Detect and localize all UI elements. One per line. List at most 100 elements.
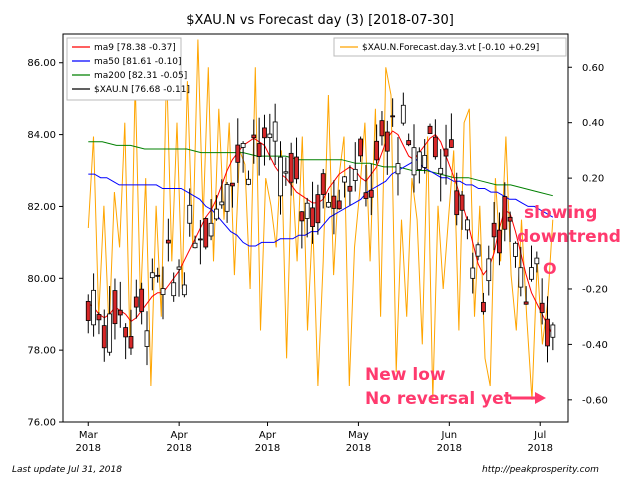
candle-body [192, 242, 198, 249]
forecast-layer [87, 39, 554, 400]
candle-body [165, 239, 171, 244]
candle-body [539, 302, 545, 313]
candle-body [224, 184, 230, 212]
y-left-tick-label: 84.00 [27, 130, 56, 141]
candle-body [267, 133, 273, 138]
legend-right: $XAU.N.Forecast.day.3.vt [-0.10 +0.29] [333, 37, 567, 57]
annotation-slowing: slowing [524, 203, 597, 223]
footer-source-url: http://peakprosperity.com [482, 465, 599, 475]
y-right-tick-label: 0.60 [582, 63, 604, 74]
candle-body [502, 196, 508, 230]
candle-body [400, 104, 406, 124]
candle-body [454, 190, 460, 216]
legend-label: $XAU.N.Forecast.day.3.vt [-0.10 +0.29] [362, 43, 539, 53]
candle-body [529, 267, 534, 280]
candle-body [149, 272, 155, 279]
candle-body [240, 143, 246, 148]
candle-body [550, 324, 556, 338]
candle-body [203, 218, 209, 248]
candle-body [459, 194, 465, 211]
ma9-line [88, 130, 554, 337]
candle-body [395, 163, 401, 175]
axes-layer: 76.00 78.00 80.00 82.00 84.00 86.00 -0.60 -0.40… [27, 58, 608, 454]
candle-body [128, 335, 134, 349]
legend-left: ma9 [78.38 -0.37] ma50 [81.61 -0.10] ma200… [66, 37, 190, 101]
candle-body [123, 327, 129, 338]
x-tick-month: Apr [170, 430, 188, 441]
candle-body [352, 168, 358, 181]
candle-body [545, 318, 550, 347]
x-tick-month: Jun [441, 430, 458, 441]
candle-body [438, 167, 444, 175]
y-right-tick-label: -0.20 [582, 284, 608, 295]
annotation-circle-marker: O [543, 259, 557, 278]
candle-body [107, 313, 113, 353]
candle-body [432, 136, 438, 158]
candle-body [139, 288, 145, 312]
moving-average-layer [88, 130, 554, 337]
candle-body [299, 211, 305, 222]
annotation-arrow [510, 392, 546, 404]
annotation-new-low: New low [365, 365, 446, 385]
candle-body [310, 207, 315, 227]
candle-body [160, 288, 166, 295]
candle-body [497, 229, 502, 254]
y-right-tick-label: 0.20 [582, 174, 604, 185]
candle-body [358, 138, 364, 157]
candle-body [278, 156, 283, 197]
candle-body [283, 171, 289, 174]
candle-body [197, 238, 203, 241]
x-tick-month: May [348, 430, 369, 441]
candle-body [518, 267, 524, 288]
y-left-tick-label: 82.00 [27, 202, 56, 213]
chart-title: $XAU.N vs Forecast day (3) [2018-07-30] [186, 13, 454, 28]
legend-label: $XAU.N [76.68 -0.11] [94, 85, 190, 95]
x-tick-year: 2018 [166, 443, 191, 454]
candle-body [470, 267, 476, 279]
y-left-tick-label: 76.00 [27, 418, 56, 429]
candle-body [256, 143, 262, 157]
candle-body [326, 201, 331, 208]
candle-body [133, 296, 139, 308]
candle-body [288, 152, 294, 183]
candle-body [379, 120, 385, 137]
candle-body [523, 301, 529, 305]
candle-body [176, 266, 182, 270]
candle-body [368, 189, 374, 198]
legend-label: ma9 [78.38 -0.37] [94, 43, 176, 53]
candle-body [246, 178, 251, 185]
candle-body [427, 125, 433, 134]
candle-body [406, 140, 412, 146]
forecast-line [87, 39, 554, 400]
candle-body [230, 182, 235, 187]
y-left-tick-label: 86.00 [27, 58, 56, 69]
candle-body [390, 115, 396, 118]
legend-label: ma200 [82.31 -0.05] [94, 71, 187, 81]
candle-body [336, 200, 342, 210]
candle-body [251, 134, 257, 139]
candle-body [96, 314, 102, 321]
candle-body [465, 219, 470, 231]
x-tick-month: Apr [259, 430, 277, 441]
candle-body [262, 127, 267, 139]
candle-body [235, 144, 241, 163]
candle-body [85, 300, 91, 321]
candle-body [181, 284, 187, 296]
candle-body [117, 309, 123, 316]
candle-body [187, 204, 193, 224]
candle-body [101, 325, 107, 349]
candle-body [208, 222, 214, 237]
y-right-tick-label: 0.40 [582, 118, 604, 129]
candle-body [534, 257, 540, 265]
candle-body [272, 121, 278, 142]
candle-body [491, 222, 497, 238]
x-tick-year: 2018 [346, 443, 371, 454]
candle-body [507, 216, 513, 222]
y-left-tick-label: 80.00 [27, 274, 56, 285]
candle-body [214, 208, 219, 220]
annotation-no-reversal: No reversal yet [365, 389, 512, 409]
candle-body [331, 195, 337, 209]
ma200-line [88, 141, 553, 197]
x-tick-year: 2018 [76, 443, 101, 454]
candle-body [91, 289, 96, 326]
